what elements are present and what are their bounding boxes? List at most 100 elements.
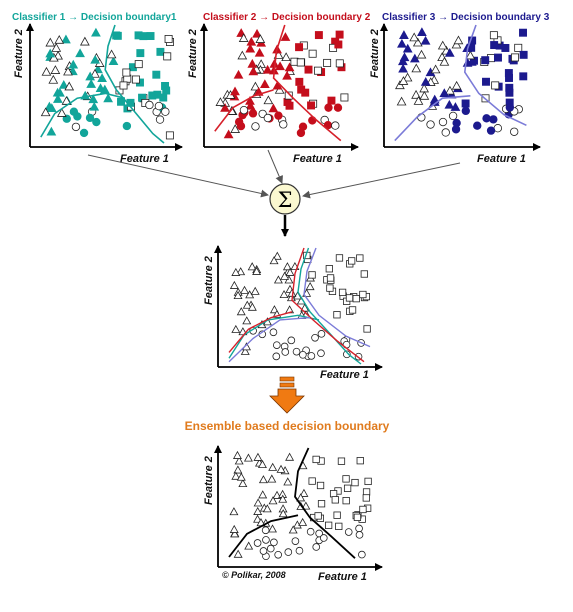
ensemble-triangle-marker (253, 498, 263, 507)
ensemble-triangle-marker (253, 514, 263, 523)
ensemble-square-marker (359, 505, 367, 514)
classifier-2-triangle-marker (254, 47, 265, 57)
classifier-1-triangle-marker (80, 36, 90, 46)
orange-down-arrow (269, 376, 305, 414)
ensemble-square-marker (342, 497, 350, 505)
classifier-1-circle-marker (154, 101, 164, 111)
combined-triangle-marker (282, 262, 292, 271)
ensemble-triangle-marker (296, 493, 306, 502)
classifier-1-square-marker (163, 52, 172, 61)
classifier-1-circle-marker (122, 121, 132, 131)
classifier-1-triangle-marker (56, 108, 67, 117)
combined-boundary-3-2 (228, 316, 311, 363)
ensemble-circle-marker (261, 526, 270, 535)
ensemble-triangle-marker (243, 453, 253, 462)
ensemble-triangle-marker (238, 478, 248, 487)
combined-triangle-marker (250, 286, 260, 295)
ensemble-square-marker (362, 494, 370, 502)
combined-circle-marker (299, 350, 307, 359)
classifier-1-triangle-marker (46, 126, 57, 136)
combined-circle-marker (317, 349, 325, 358)
ensemble-triangle-marker (278, 509, 288, 518)
combined-circle-marker (343, 350, 351, 359)
combined-circle-marker (272, 352, 281, 361)
combined-ylabel: Feature 2 (203, 256, 215, 305)
classifier-2-triangle-marker (284, 62, 295, 72)
classifier-2-circle-marker (263, 113, 273, 123)
ensemble-triangle-marker (234, 456, 244, 465)
classifier-1-triangle-marker (106, 49, 117, 59)
ensemble-triangle-marker (285, 452, 295, 461)
combined-square-marker (338, 288, 347, 297)
classifier-2-triangle-marker (274, 84, 285, 94)
classifier-3-triangle-marker (411, 63, 422, 73)
combined-square-marker (335, 254, 344, 262)
ensemble-circle-marker (306, 527, 315, 536)
ensemble-triangle-marker (298, 517, 308, 526)
classifier-1-triangle-marker (45, 37, 56, 47)
classifier-2-triangle-marker (263, 95, 274, 105)
ensemble-circle-marker (344, 528, 353, 536)
classifier-1-triangle-marker (86, 79, 97, 88)
classifier-3-square-marker (490, 41, 499, 50)
ensemble-triangle-marker (268, 524, 277, 533)
ensemble-square-marker (317, 500, 326, 508)
ensemble-triangle-marker (229, 507, 239, 516)
classifier-3-triangle-marker (398, 76, 409, 85)
ensemble-triangle-marker (288, 525, 298, 534)
classifier-2-square-marker (295, 77, 304, 86)
classifier-1-triangle-marker (108, 56, 119, 66)
copyright-text: © Polikar, 2008 (222, 570, 286, 580)
classifier-2-circle-marker (331, 121, 340, 130)
combined-circle-marker (269, 328, 278, 337)
combined-square-marker (359, 290, 367, 299)
classifier-3-square-marker (491, 81, 500, 90)
classifier-2-title: Classifier 2 → Decision boundary 2 (203, 12, 371, 23)
classifier-1-square-marker (146, 32, 155, 41)
classifier-3-square-marker (519, 50, 528, 59)
ensemble-square-marker (333, 511, 341, 519)
classifier-1-square-marker (156, 47, 165, 56)
combined-circle-marker (287, 336, 296, 345)
classifier-1-triangle-marker (75, 48, 85, 58)
classifier-1-triangle-marker (40, 107, 51, 117)
combined-triangle-marker (233, 290, 243, 299)
classifier-1-xlabel: Feature 1 (120, 153, 169, 165)
classifier-2-triangle-marker (255, 34, 266, 43)
ensemble-triangle-marker (257, 459, 267, 468)
ensemble-circle-marker (355, 531, 364, 539)
classifier-2-square-marker (296, 58, 305, 67)
classifier-3-triangle-marker (417, 27, 427, 36)
ensemble-triangle-marker (253, 506, 263, 515)
ensemble-boundary-1 (294, 447, 356, 559)
classifier-3-triangle-marker (439, 88, 450, 98)
ensemble-circle-marker (253, 539, 262, 547)
ensemble-triangle-marker (236, 472, 246, 481)
classifier-3-triangle-marker (411, 89, 421, 99)
combined-triangle-marker (242, 300, 252, 309)
classifier-3-circle-marker (486, 126, 496, 135)
classifier-1-circle-marker (155, 115, 165, 124)
classifier-1-triangle-marker (90, 54, 101, 64)
classifier-2-square-marker (304, 65, 313, 74)
classifier-1-circle-marker (161, 107, 170, 116)
ensemble-circle-marker (270, 538, 278, 547)
combined-triangle-marker (236, 307, 246, 316)
classifier-3-xlabel: Feature 1 (477, 153, 526, 165)
classifier-2-square-marker (340, 93, 349, 102)
classifier-3-triangle-marker (396, 96, 407, 106)
classifier-3-square-marker (481, 56, 490, 65)
ensemble-square-marker (314, 512, 322, 520)
classifier-1-triangle-marker (52, 94, 63, 103)
classifier-2-triangle-marker (233, 69, 244, 79)
classifier-3-circle-marker (482, 114, 491, 123)
combined-boundary-2-2 (228, 311, 293, 353)
combined-triangle-marker (242, 316, 252, 325)
classifier-3-triangle-marker (451, 80, 462, 90)
ensemble-triangle-marker (244, 541, 254, 550)
classifier-2-square-marker (284, 91, 293, 100)
combined-square-marker (326, 274, 335, 282)
classifier-1-plot (26, 23, 183, 151)
classifier-2-triangle-marker (280, 32, 291, 41)
